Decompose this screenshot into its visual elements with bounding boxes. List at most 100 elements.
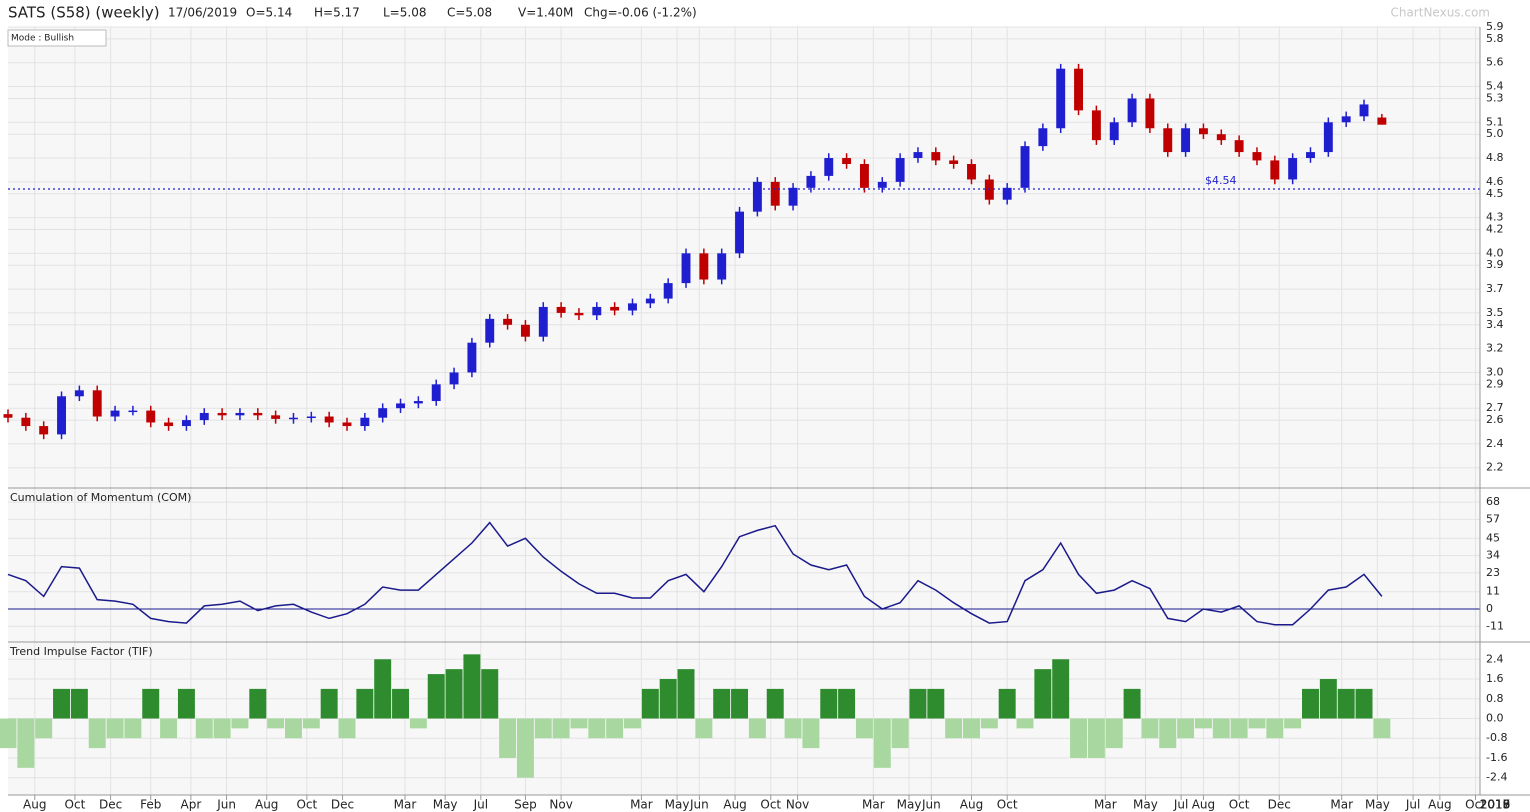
candle-body — [1270, 160, 1280, 180]
candle-body — [1091, 110, 1101, 141]
tif-bar — [267, 718, 285, 729]
tif-bar — [534, 718, 552, 739]
candle-body — [788, 187, 798, 206]
tif-bar — [1052, 659, 1070, 719]
x-tick-label: Mar — [1094, 798, 1117, 812]
tif-bar — [766, 688, 784, 719]
candle-body — [592, 306, 602, 316]
y-tick-label: 0.0 — [1486, 712, 1504, 725]
candle-body — [770, 181, 780, 206]
candle-body — [949, 160, 959, 164]
x-tick-label: Feb — [140, 798, 161, 812]
y-tick-label: 11 — [1486, 585, 1500, 598]
tif-bar — [177, 688, 195, 719]
tif-bar — [481, 669, 499, 719]
tif-bar — [356, 688, 374, 719]
y-tick-label: 23 — [1486, 566, 1500, 579]
tif-bar — [374, 659, 392, 719]
candle-body — [645, 298, 655, 304]
tif-bar — [213, 718, 231, 739]
tif-bar — [1230, 718, 1248, 739]
tif-bar — [802, 718, 820, 749]
tif-bar — [855, 718, 873, 739]
candle-body — [699, 253, 709, 280]
tif-bar — [641, 688, 659, 719]
candle-body — [1198, 128, 1208, 135]
candle-body — [1038, 128, 1048, 147]
title: SATS (S58) (weekly) — [8, 4, 160, 22]
y-tick-label: 2.4 — [1486, 652, 1504, 665]
x-tick-label: Dec — [99, 798, 122, 812]
y-tick-label: 5.1 — [1486, 115, 1504, 128]
tif-bar — [1355, 688, 1373, 719]
candle-body — [913, 152, 923, 159]
candle-body — [735, 211, 744, 254]
candle-body — [1163, 128, 1173, 153]
x-tick-label: Jul — [1405, 798, 1420, 812]
candle-body — [1074, 68, 1084, 111]
tif-bar — [320, 688, 338, 719]
tif-bar — [1248, 718, 1266, 729]
open: O=5.14 — [246, 6, 292, 20]
tif-bar — [1212, 718, 1230, 739]
tif-bar — [695, 718, 713, 739]
candle-body — [92, 390, 102, 417]
tif-bar — [1087, 718, 1105, 758]
tif-bar — [463, 654, 481, 719]
tif-bar — [945, 718, 963, 739]
tif-bar — [1034, 669, 1052, 719]
candle-body — [413, 401, 423, 404]
y-tick-label: 3.7 — [1486, 282, 1504, 295]
x-tick-label: Aug — [255, 798, 278, 812]
tif-bar — [838, 688, 856, 719]
y-tick-label: 2.2 — [1486, 461, 1504, 474]
candle-body — [520, 324, 530, 337]
y-tick-label: 5.6 — [1486, 56, 1504, 69]
tif-bar — [1105, 718, 1123, 749]
y-tick-label: 3.0 — [1486, 365, 1504, 378]
y-tick-label: 3.5 — [1486, 306, 1504, 319]
candle-body — [57, 396, 66, 435]
tif-bar — [124, 718, 142, 739]
x-tick-label: Jun — [216, 798, 236, 812]
candle-body — [378, 408, 388, 418]
date: 17/06/2019 — [168, 6, 237, 20]
tif-bar — [891, 718, 909, 749]
candle-body — [110, 410, 120, 417]
x-tick-label: May — [1365, 798, 1390, 812]
y-tick-label: 3.4 — [1486, 318, 1504, 331]
candle-body — [253, 412, 263, 416]
tif-bar — [1284, 718, 1302, 729]
candle-body — [1216, 134, 1226, 141]
tif-bar — [70, 688, 88, 719]
tif-bar — [160, 718, 178, 739]
tif-bar — [142, 688, 160, 719]
y-tick-label: 4.6 — [1486, 175, 1504, 188]
candle-body — [128, 410, 138, 413]
candle-body — [717, 253, 727, 280]
tif-bar — [748, 718, 766, 739]
brand: ChartNexus.com — [1390, 6, 1490, 20]
tif-bar — [1194, 718, 1212, 729]
candle-body — [628, 303, 637, 311]
candle-body — [663, 283, 673, 299]
x-tick-label: May — [665, 798, 690, 812]
y-tick-label: 3.9 — [1486, 258, 1504, 271]
x-tick-label: May — [1133, 798, 1158, 812]
x-tick-label: May — [897, 798, 922, 812]
change: Chg=-0.06 (-1.2%) — [584, 6, 697, 20]
x-tick-label: 2015 — [1480, 798, 1511, 812]
candle-body — [1377, 117, 1387, 125]
tif-bar — [873, 718, 891, 768]
tif-bar — [1302, 688, 1319, 719]
x-tick-label: Aug — [23, 798, 46, 812]
tif-bar — [1141, 718, 1159, 739]
y-tick-label: -2.4 — [1486, 771, 1507, 784]
x-tick-label: Dec — [331, 798, 354, 812]
tif-bar — [285, 718, 302, 739]
y-tick-label: 2.6 — [1486, 413, 1504, 426]
panel-title: Trend Impulse Factor (TIF) — [9, 645, 153, 658]
tif-bar — [677, 669, 695, 719]
y-tick-label: -11 — [1486, 619, 1504, 632]
